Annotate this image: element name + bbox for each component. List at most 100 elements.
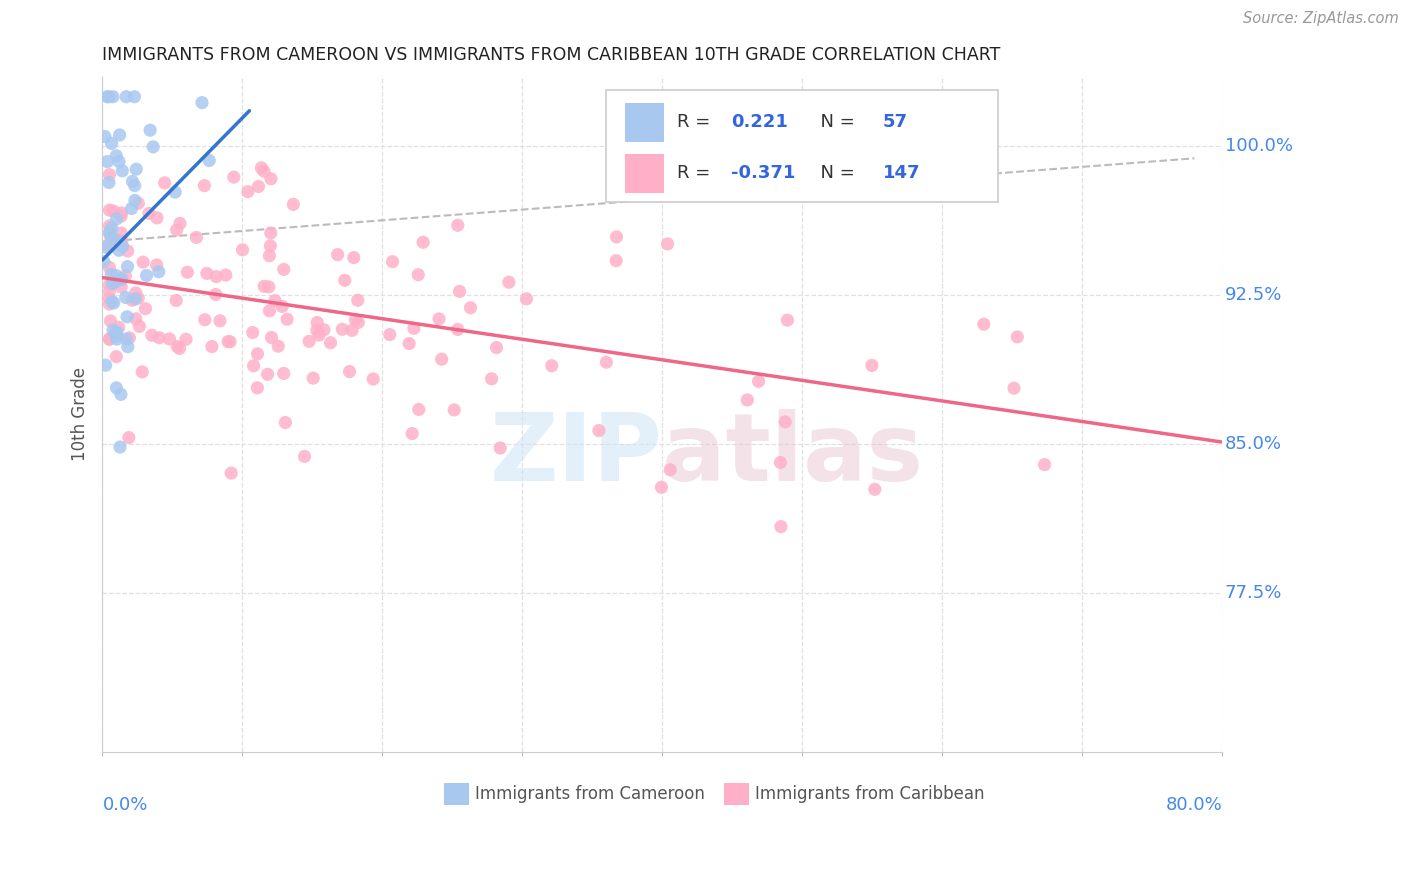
Point [96,89,118,103]
Point [259,303,281,318]
Point [98,219,121,233]
Point [340,323,363,337]
Text: 85.0%: 85.0% [1225,435,1282,453]
Text: ZIP: ZIP [489,409,662,501]
Point [101,277,124,291]
Point [222,170,245,185]
Point [737,392,759,407]
Point [195,267,218,281]
Text: 80.0%: 80.0% [1166,796,1222,814]
Point [98,260,121,275]
Point [657,236,679,251]
Point [193,178,215,193]
Point [98,203,121,218]
Point [124,194,146,208]
Point [343,251,366,265]
Point [115,332,138,346]
Point [204,287,226,301]
Point [194,312,217,326]
Point [105,332,128,346]
Point [330,322,353,336]
Point [201,340,224,354]
Text: 0.0%: 0.0% [103,796,148,814]
Point [103,296,125,310]
Point [205,269,228,284]
Point [605,230,627,244]
Point [94,129,117,144]
Point [141,328,163,343]
Point [398,336,420,351]
Point [104,326,127,341]
Point [111,239,134,253]
Point [100,136,122,151]
Point [98,332,121,346]
Y-axis label: 10th Grade: 10th Grade [72,368,89,461]
Point [312,323,335,337]
Point [176,265,198,279]
Point [242,326,264,340]
Point [302,371,325,385]
Point [125,285,148,300]
Point [108,128,131,142]
Point [498,275,520,289]
Point [105,325,128,339]
Point [650,480,672,494]
Point [217,334,239,349]
Text: 0.221: 0.221 [731,113,787,131]
Point [408,402,430,417]
Point [101,89,124,103]
Text: 100.0%: 100.0% [1225,137,1292,155]
Point [260,171,283,186]
Point [339,365,361,379]
Text: Immigrants from Caribbean: Immigrants from Caribbean [755,786,984,804]
Point [246,381,269,395]
Point [97,176,120,190]
Point [595,355,617,369]
Text: 92.5%: 92.5% [1225,286,1282,304]
Point [260,226,283,240]
Point [481,372,503,386]
Point [98,332,121,346]
Text: N =: N = [808,164,860,183]
Point [307,316,329,330]
Point [260,330,283,344]
Point [100,229,122,244]
Point [98,297,121,311]
Point [401,426,423,441]
Point [105,268,128,283]
Point [748,375,770,389]
Point [333,273,356,287]
Point [485,341,508,355]
Point [305,323,328,337]
Point [298,334,321,349]
Point [104,233,127,247]
Point [253,164,276,178]
Point [860,359,883,373]
Point [101,294,124,309]
Point [114,290,136,304]
Point [1007,330,1029,344]
Point [110,206,132,220]
Point [219,334,242,349]
Point [98,285,121,299]
Point [412,235,434,250]
Point [276,312,298,326]
Point [406,268,429,282]
Point [93,254,115,268]
Point [166,340,188,354]
Point [776,313,799,327]
Point [94,240,117,254]
Point [174,332,197,346]
Point [169,342,191,356]
Point [108,440,131,454]
Point [159,332,181,346]
Point [460,301,482,315]
Point [148,265,170,279]
Point [100,314,122,328]
Text: 77.5%: 77.5% [1225,584,1282,602]
Point [430,352,453,367]
Point [118,331,141,345]
FancyBboxPatch shape [724,783,748,805]
Point [142,140,165,154]
Point [169,216,191,230]
